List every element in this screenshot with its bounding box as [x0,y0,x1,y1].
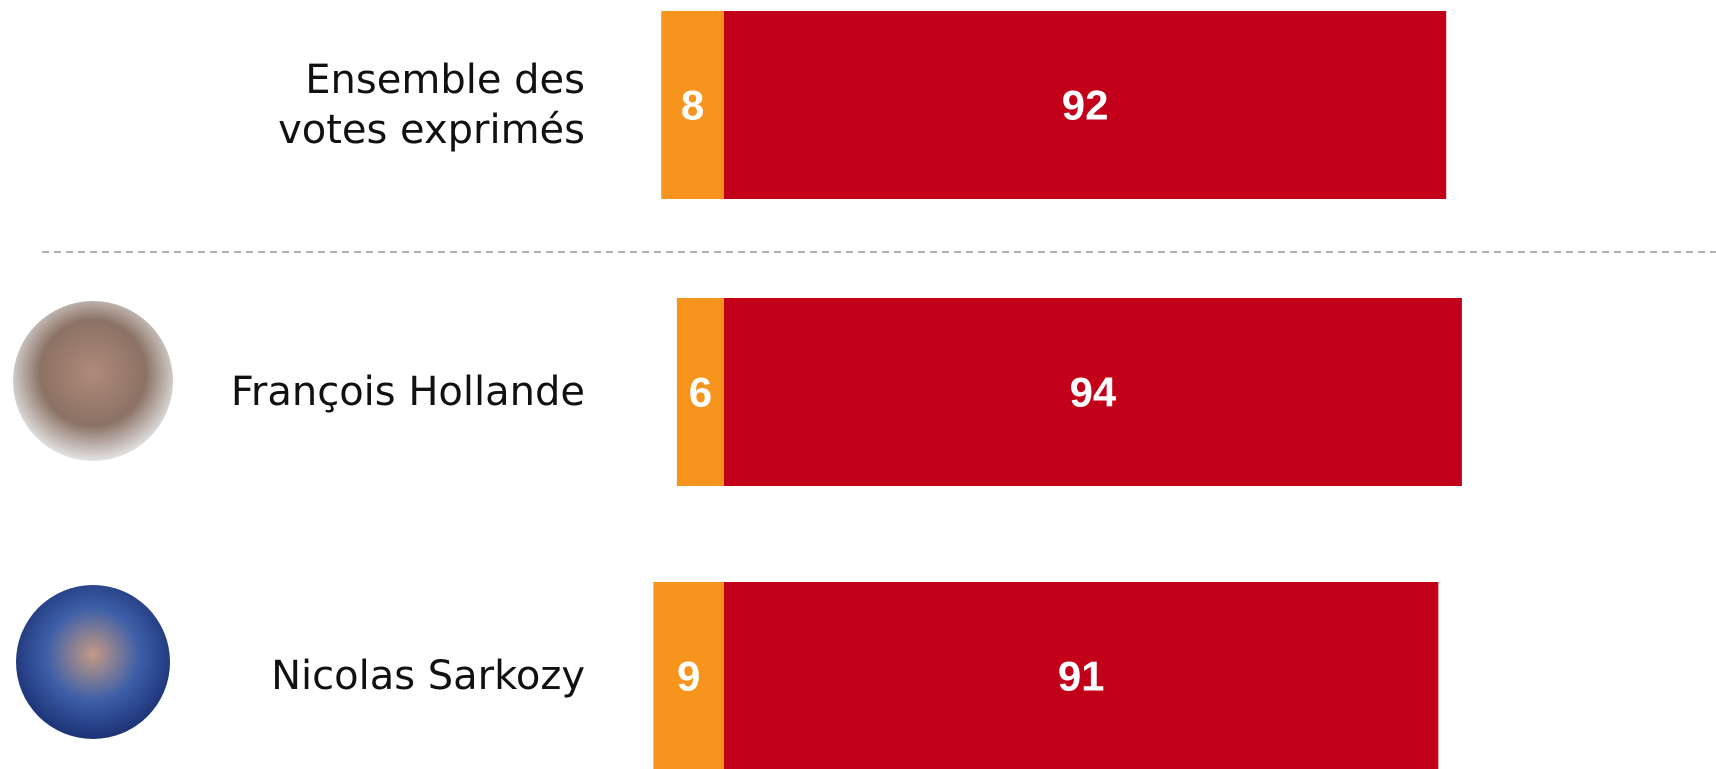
bar-segment [653,582,724,769]
bar-segment [724,11,1447,199]
avatar [16,585,170,739]
category-label: Ensemble des votes exprimés [278,57,585,153]
value-label: 6 [689,369,712,416]
value-label: 94 [1070,369,1117,416]
category-label: Nicolas Sarkozy [271,653,585,699]
bar-segment [724,582,1439,769]
value-label: 8 [681,82,704,129]
value-label: 92 [1062,82,1109,129]
avatar [13,301,173,461]
category-label: François Hollande [230,369,585,415]
bar-segment [661,11,724,199]
bar-segment [676,298,724,486]
bar-segment [724,298,1462,486]
value-label: 91 [1058,653,1105,700]
value-label: 9 [677,653,700,700]
